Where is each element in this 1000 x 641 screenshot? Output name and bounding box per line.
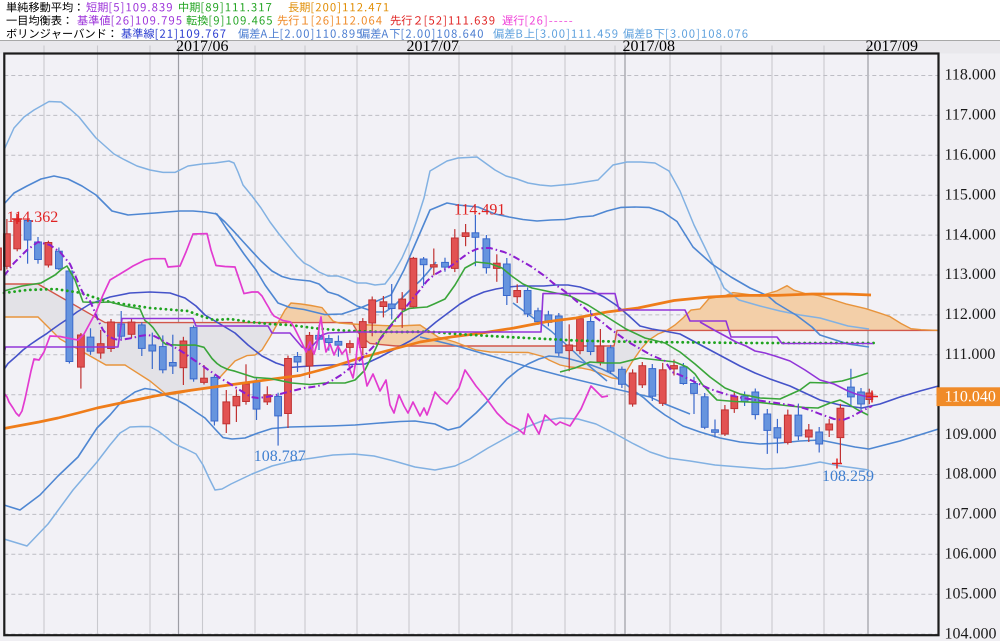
- svg-text:105.000: 105.000: [945, 585, 997, 602]
- svg-text:106.000: 106.000: [945, 546, 997, 563]
- svg-text:114.362: 114.362: [7, 209, 58, 226]
- svg-text:108.259: 108.259: [822, 468, 874, 485]
- svg-text:2017/06: 2017/06: [176, 38, 228, 55]
- svg-text:118.000: 118.000: [945, 67, 996, 84]
- svg-text:2017/09: 2017/09: [866, 38, 918, 55]
- svg-text:108.787: 108.787: [254, 448, 306, 465]
- svg-text:112.000: 112.000: [945, 306, 996, 323]
- svg-text:2017/07: 2017/07: [407, 38, 459, 55]
- svg-text:110.040: 110.040: [945, 389, 996, 406]
- svg-text:108.000: 108.000: [945, 466, 997, 483]
- svg-text:107.000: 107.000: [945, 506, 997, 523]
- svg-text:111.000: 111.000: [945, 346, 996, 363]
- svg-text:109.000: 109.000: [945, 426, 997, 443]
- svg-text:116.000: 116.000: [945, 147, 996, 164]
- svg-text:117.000: 117.000: [945, 107, 996, 124]
- svg-text:114.491: 114.491: [454, 202, 505, 219]
- svg-text:113.000: 113.000: [945, 266, 996, 283]
- svg-text:114.000: 114.000: [945, 226, 996, 243]
- svg-text:2017/08: 2017/08: [623, 38, 675, 55]
- svg-text:104.000: 104.000: [945, 625, 997, 641]
- svg-text:115.000: 115.000: [945, 186, 996, 203]
